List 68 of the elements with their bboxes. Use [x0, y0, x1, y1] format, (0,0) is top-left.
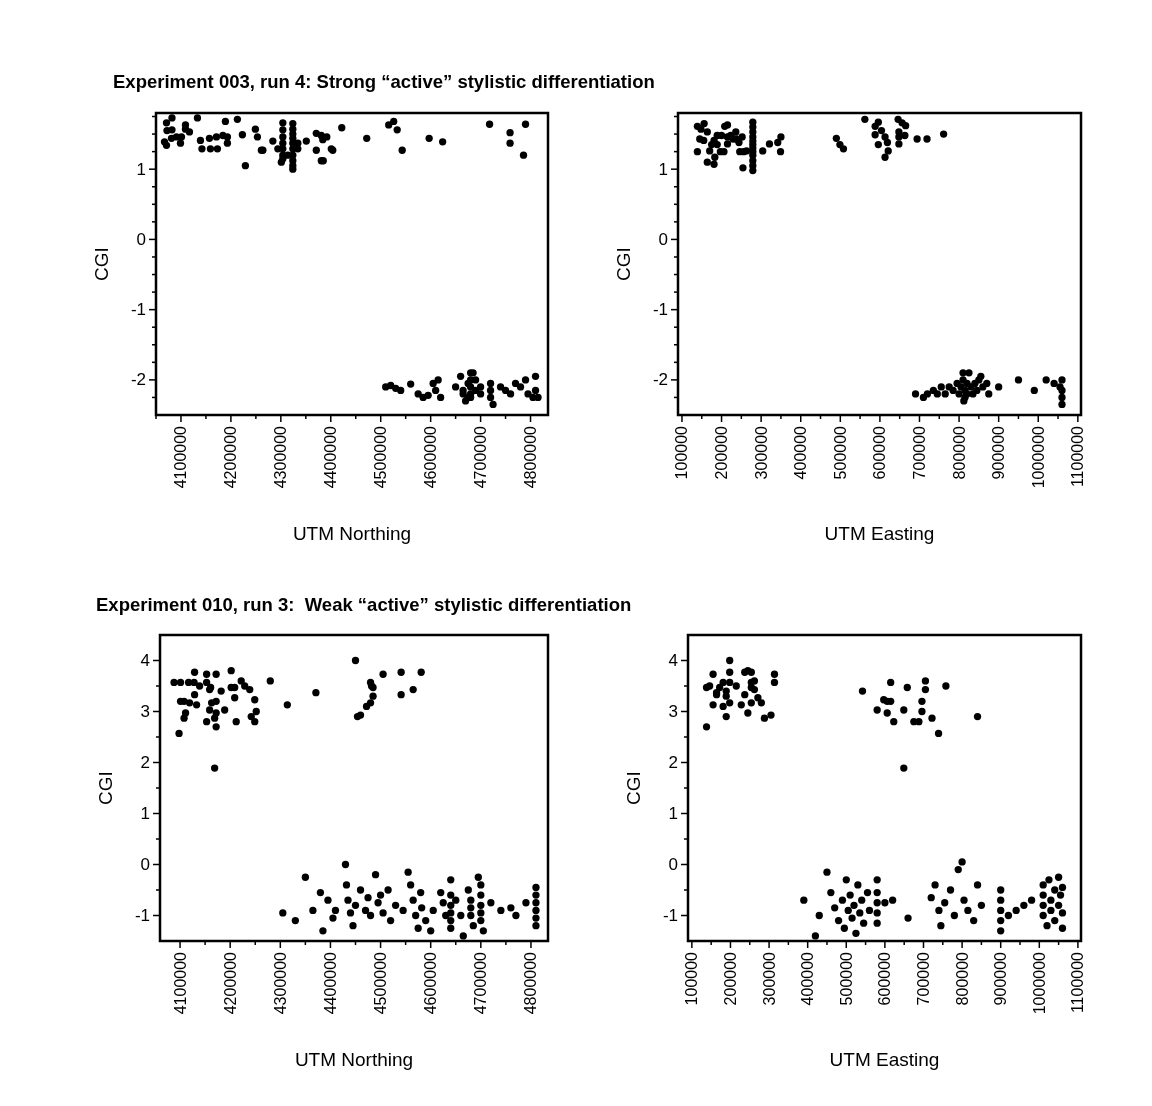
x-tick-label: 4700000 — [472, 951, 490, 1015]
x-tick-label: 4600000 — [422, 425, 440, 489]
x-tick-label: 900000 — [992, 951, 1010, 1006]
x-tick-label: 400000 — [792, 425, 810, 480]
x-tick-label: 4100000 — [171, 951, 189, 1015]
x-tick-label: 4800000 — [522, 951, 540, 1015]
x-tick-label: 4700000 — [472, 425, 490, 489]
x-tick-label: 4600000 — [422, 951, 440, 1015]
x-tick-label: 4500000 — [372, 951, 390, 1015]
x-tick-label: 500000 — [837, 951, 855, 1006]
x-tick-label: 4400000 — [322, 425, 340, 489]
x-tick-label: 4300000 — [271, 951, 289, 1015]
y-tick-label: 1 — [140, 804, 150, 823]
y-tick-label: -2 — [652, 370, 668, 390]
x-tick-label: 4100000 — [172, 425, 190, 489]
x-tick-label: 300000 — [760, 951, 778, 1006]
chart-title: Experiment 010, run 3: Weak “active” stylistic differentiation — [96, 594, 632, 615]
x-axis-title: UTM Northing — [294, 1049, 414, 1070]
x-tick-label: 100000 — [683, 951, 701, 1006]
y-tick-label: 4 — [140, 651, 150, 670]
y-tick-label: 1 — [136, 159, 146, 179]
y-tick-label: 2 — [668, 753, 678, 772]
x-axis-title: UTM Easting — [829, 1049, 940, 1070]
x-tick-label: 4400000 — [321, 951, 339, 1015]
x-axis-title: UTM Easting — [824, 523, 935, 544]
y-tick-label: -2 — [130, 370, 146, 390]
y-tick-label: -1 — [134, 906, 150, 925]
chart-title: Experiment 003, run 4: Strong “active” stylistic differentiation — [113, 71, 655, 92]
y-tick-label: 0 — [668, 855, 678, 874]
x-tick-label: 4200000 — [221, 951, 239, 1015]
y-axis-title: CGI — [613, 247, 634, 281]
y-tick-label: 0 — [140, 855, 150, 874]
y-axis-title: CGI — [623, 771, 644, 805]
x-tick-label: 4500000 — [372, 425, 390, 489]
x-tick-label: 200000 — [713, 425, 731, 480]
y-tick-label: 3 — [668, 702, 678, 721]
x-tick-label: 1100000 — [1069, 951, 1087, 1014]
x-tick-label: 700000 — [914, 951, 932, 1006]
y-axis-title: CGI — [91, 247, 112, 281]
x-tick-label: 200000 — [721, 951, 739, 1006]
x-tick-label: 1000000 — [1029, 425, 1047, 489]
y-tick-label: 2 — [140, 753, 150, 772]
y-tick-label: -1 — [130, 300, 146, 320]
y-tick-label: 0 — [136, 229, 146, 249]
y-axis-title: CGI — [95, 771, 116, 805]
x-tick-label: 800000 — [950, 425, 968, 480]
x-tick-label: 600000 — [876, 951, 894, 1006]
x-tick-label: 500000 — [831, 425, 849, 480]
x-tick-label: 1000000 — [1030, 951, 1048, 1015]
x-tick-label: 400000 — [799, 951, 817, 1006]
x-tick-label: 100000 — [673, 425, 691, 480]
y-tick-label: -1 — [652, 300, 668, 320]
x-tick-label: 4200000 — [222, 425, 240, 489]
y-tick-label: 4 — [668, 651, 678, 670]
x-tick-label: 800000 — [953, 951, 971, 1006]
x-tick-label: 1100000 — [1069, 425, 1087, 488]
y-tick-label: 3 — [140, 702, 150, 721]
x-tick-label: 700000 — [910, 425, 928, 480]
x-tick-label: 4300000 — [272, 425, 290, 489]
y-tick-label: -1 — [662, 906, 678, 925]
x-tick-label: 900000 — [990, 425, 1008, 480]
x-tick-label: 600000 — [871, 425, 889, 480]
y-tick-label: 0 — [658, 229, 668, 249]
x-tick-label: 4800000 — [522, 425, 540, 489]
y-tick-label: 1 — [658, 159, 668, 179]
y-tick-label: 1 — [668, 804, 678, 823]
x-axis-title: UTM Northing — [292, 523, 412, 544]
x-tick-label: 300000 — [752, 425, 770, 480]
